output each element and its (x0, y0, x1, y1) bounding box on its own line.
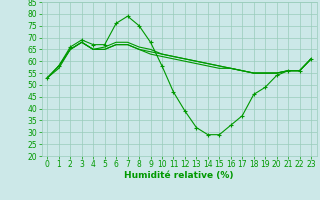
X-axis label: Humidité relative (%): Humidité relative (%) (124, 171, 234, 180)
